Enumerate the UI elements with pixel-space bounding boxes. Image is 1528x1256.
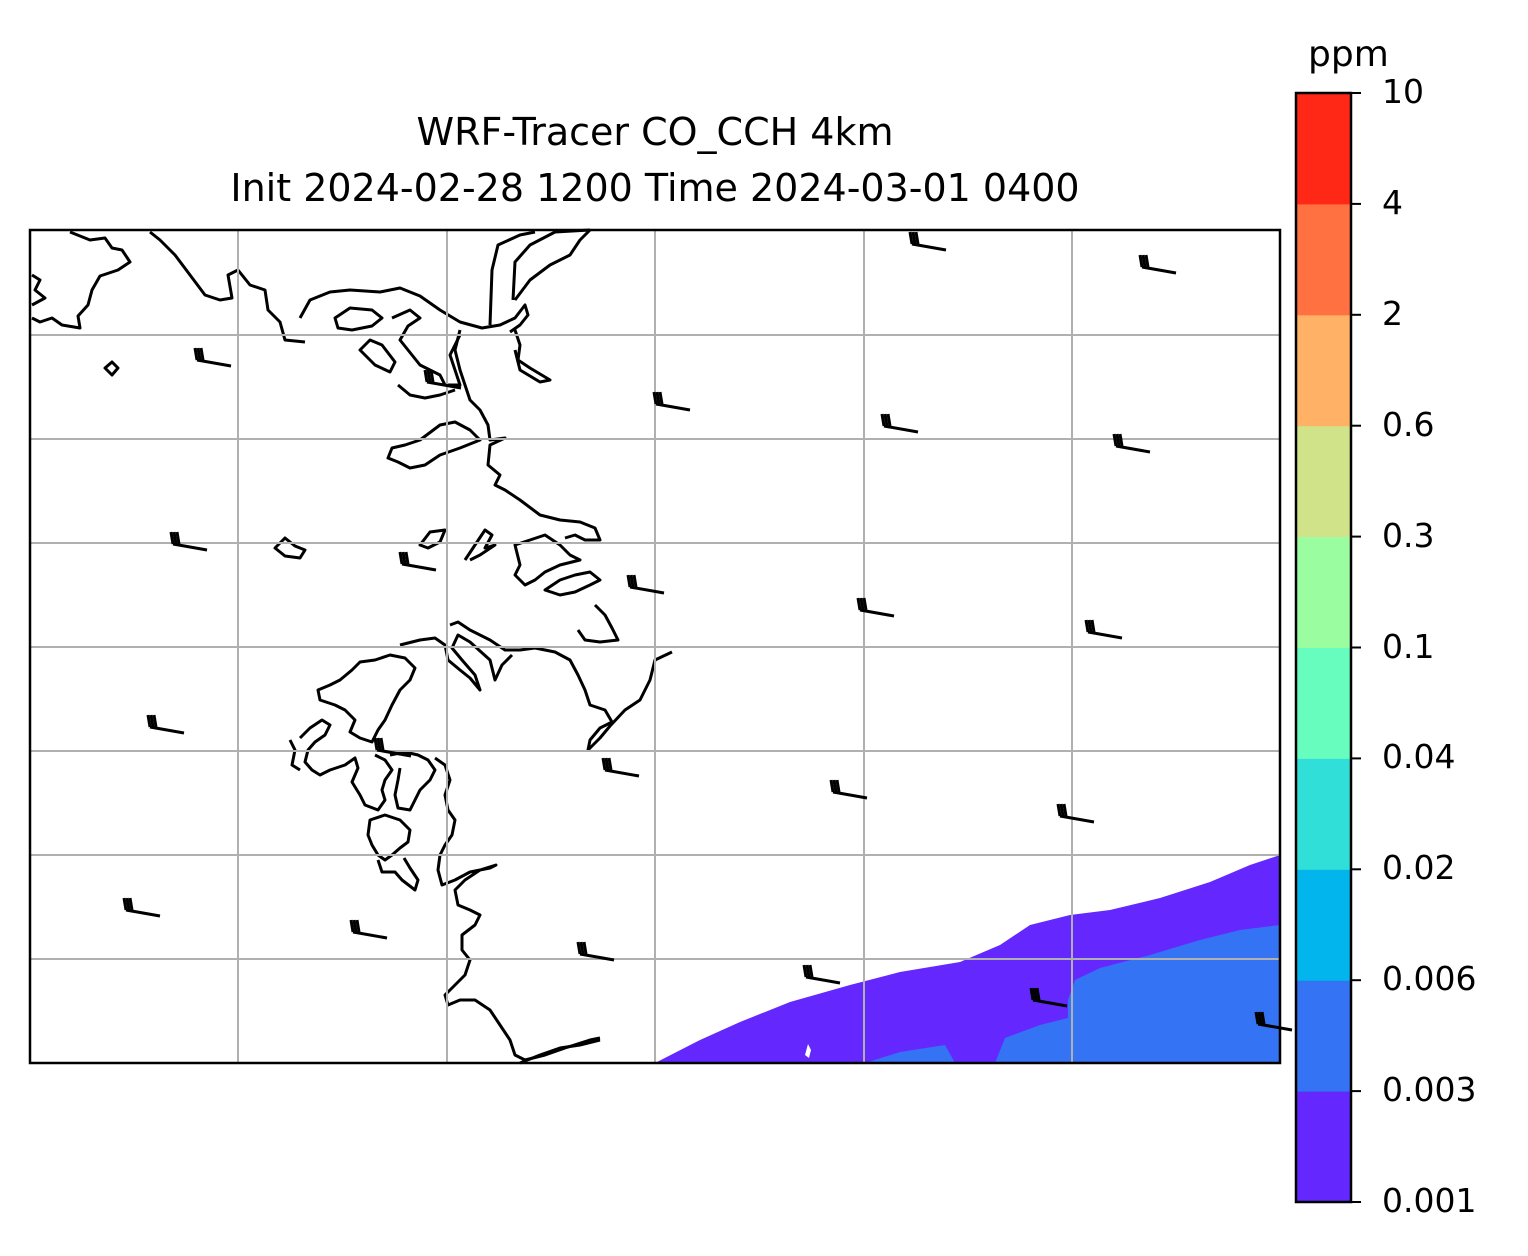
colorbar-tick-label: 0.003 bbox=[1382, 1070, 1477, 1110]
wind-barb bbox=[802, 964, 841, 985]
coastline-delta-3 bbox=[389, 750, 437, 812]
wind-barb bbox=[829, 779, 868, 800]
map-title-line1: WRF-Tracer CO_CCH 4km bbox=[416, 110, 894, 154]
coastline-delta-2 bbox=[298, 718, 394, 812]
coastline-peninsula-6 bbox=[576, 603, 620, 644]
colorbar-tick-label: 10 bbox=[1382, 72, 1424, 111]
wind-barb bbox=[652, 391, 691, 412]
wind-barb bbox=[601, 757, 640, 778]
colorbar-tick-label: 0.006 bbox=[1382, 959, 1477, 999]
island-west-2 bbox=[273, 536, 307, 560]
coastline-peninsula-7 bbox=[399, 633, 514, 692]
coastline-delta-5 bbox=[366, 813, 412, 862]
coastline-finger-4 bbox=[513, 533, 582, 587]
colorbar-segment bbox=[1296, 203, 1351, 316]
wind-barbs bbox=[122, 231, 1293, 1032]
coastline-river-3 bbox=[513, 228, 592, 301]
coastline-peninsula-1 bbox=[391, 308, 462, 387]
coastline-finger-2 bbox=[418, 528, 447, 550]
wind-barb bbox=[1056, 803, 1095, 824]
wind-barb bbox=[193, 347, 232, 368]
colorbar-tick-label: 0.001 bbox=[1382, 1181, 1477, 1220]
wind-barb bbox=[1254, 1011, 1293, 1032]
wind-barb bbox=[169, 531, 208, 552]
wind-barb bbox=[880, 413, 919, 434]
coastline-shore-south bbox=[519, 1038, 601, 1065]
plot-frame bbox=[28, 228, 1282, 1065]
colorbar-unit-label: ppm bbox=[1308, 34, 1389, 75]
wind-barb bbox=[856, 597, 895, 618]
wind-barb bbox=[373, 737, 412, 758]
coastline-mid-8 bbox=[288, 739, 301, 772]
coastline-mid-1 bbox=[513, 329, 552, 384]
coastline-bay-upper bbox=[298, 286, 530, 334]
colorbar-segment bbox=[1296, 425, 1351, 538]
colorbar-tick-label: 2 bbox=[1382, 293, 1403, 333]
colorbar-tick-label: 0.6 bbox=[1382, 404, 1435, 444]
coastline-river bbox=[488, 230, 536, 326]
colorbar-segment bbox=[1296, 93, 1351, 205]
coastline-delta-6 bbox=[376, 857, 420, 892]
wind-barb bbox=[626, 574, 665, 595]
coastline-north-2 bbox=[149, 230, 306, 344]
colorbar-segment bbox=[1296, 758, 1351, 870]
coastline-river-2 bbox=[511, 228, 591, 301]
wind-barb bbox=[349, 919, 388, 940]
coastline-mid-peninsula bbox=[449, 620, 673, 752]
colorbar-tick-label: 4 bbox=[1382, 182, 1403, 222]
coastline-finger-5 bbox=[543, 570, 602, 597]
tracer-fill-hole bbox=[805, 1044, 811, 1058]
colorbar-segment bbox=[1296, 536, 1351, 648]
wind-barb bbox=[908, 231, 947, 252]
wind-barb bbox=[423, 369, 462, 390]
map-title-line2: Init 2024-02-28 1200 Time 2024-03-01 040… bbox=[230, 166, 1080, 210]
colorbar-segment bbox=[1296, 980, 1351, 1092]
colorbar-segment bbox=[1296, 314, 1351, 427]
coastline-delta-4 bbox=[434, 756, 601, 1062]
colorbar bbox=[1294, 91, 1361, 1204]
island-small-west bbox=[103, 360, 120, 377]
island-upper bbox=[333, 306, 384, 332]
wind-barb bbox=[1138, 254, 1177, 275]
coastlines bbox=[31, 228, 673, 1065]
gridlines bbox=[30, 230, 1280, 1063]
coastline-bay-shore bbox=[453, 329, 602, 542]
wind-barb bbox=[1029, 987, 1068, 1008]
coastline-bay-mid bbox=[397, 383, 456, 400]
colorbar-tick-label: 0.04 bbox=[1382, 737, 1456, 777]
wind-barb bbox=[398, 551, 437, 572]
island-mid bbox=[358, 338, 397, 374]
wind-barb bbox=[576, 941, 615, 962]
coastline-north bbox=[31, 230, 132, 330]
colorbar-segment bbox=[1296, 647, 1351, 759]
colorbar-tick-label: 0.02 bbox=[1382, 848, 1456, 888]
wind-barb bbox=[122, 897, 161, 918]
coastline-finger-1 bbox=[386, 420, 482, 470]
colorbar-tick-label: 0.3 bbox=[1382, 515, 1435, 555]
colorbar-segment bbox=[1296, 869, 1351, 981]
colorbar-segment bbox=[1296, 1091, 1351, 1203]
wind-barb bbox=[1084, 619, 1123, 640]
coastline-delta bbox=[316, 653, 417, 744]
wind-barb bbox=[146, 714, 185, 735]
coastline-west-edge bbox=[31, 273, 47, 307]
colorbar-tick-label: 0.1 bbox=[1382, 626, 1435, 666]
tracer-fill-0.003-small bbox=[865, 1045, 955, 1063]
wind-barb bbox=[1112, 433, 1151, 454]
